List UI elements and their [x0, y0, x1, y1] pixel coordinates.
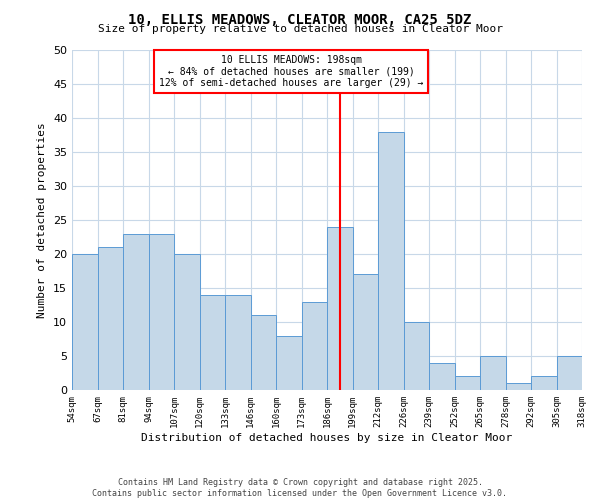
Bar	[199, 295, 225, 390]
Bar	[480, 356, 505, 390]
Bar	[429, 363, 455, 390]
Bar	[97, 247, 123, 390]
Bar	[378, 132, 404, 390]
Bar	[225, 295, 251, 390]
Text: 10 ELLIS MEADOWS: 198sqm
← 84% of detached houses are smaller (199)
12% of semi-: 10 ELLIS MEADOWS: 198sqm ← 84% of detach…	[159, 55, 424, 88]
Y-axis label: Number of detached properties: Number of detached properties	[37, 122, 47, 318]
Text: Size of property relative to detached houses in Cleator Moor: Size of property relative to detached ho…	[97, 24, 503, 34]
Bar	[251, 315, 276, 390]
Bar	[531, 376, 557, 390]
Bar	[276, 336, 302, 390]
Bar	[505, 383, 531, 390]
Bar	[557, 356, 582, 390]
Bar	[327, 227, 353, 390]
Bar	[149, 234, 174, 390]
Bar	[404, 322, 429, 390]
Text: 10, ELLIS MEADOWS, CLEATOR MOOR, CA25 5DZ: 10, ELLIS MEADOWS, CLEATOR MOOR, CA25 5D…	[128, 12, 472, 26]
X-axis label: Distribution of detached houses by size in Cleator Moor: Distribution of detached houses by size …	[142, 432, 512, 442]
Bar	[174, 254, 199, 390]
Bar	[72, 254, 97, 390]
Bar	[353, 274, 378, 390]
Bar	[455, 376, 480, 390]
Bar	[123, 234, 149, 390]
Text: Contains HM Land Registry data © Crown copyright and database right 2025.
Contai: Contains HM Land Registry data © Crown c…	[92, 478, 508, 498]
Bar	[302, 302, 327, 390]
